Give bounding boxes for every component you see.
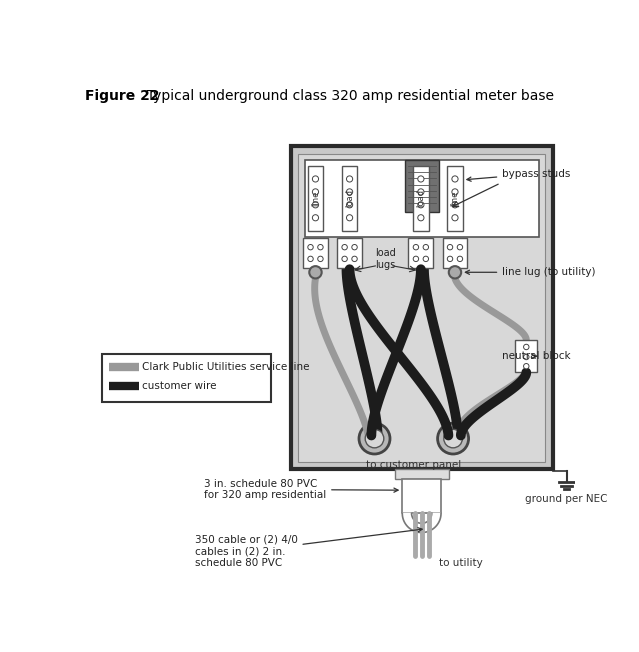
Circle shape (359, 423, 390, 454)
Circle shape (418, 215, 424, 221)
Bar (443, 239, 467, 268)
Circle shape (458, 256, 463, 261)
Bar (337, 239, 362, 268)
Circle shape (452, 201, 458, 208)
Circle shape (352, 256, 357, 261)
Circle shape (523, 354, 529, 360)
Circle shape (423, 244, 429, 250)
Text: load: load (345, 189, 354, 207)
Text: bypass studs: bypass studs (467, 169, 571, 181)
Circle shape (342, 244, 348, 250)
Text: 3 in. schedule 80 PVC
for 320 amp residential: 3 in. schedule 80 PVC for 320 amp reside… (204, 479, 398, 500)
Circle shape (318, 244, 323, 250)
Circle shape (346, 201, 353, 208)
Text: line lug (to utility): line lug (to utility) (465, 267, 596, 277)
Text: load
lugs: load lugs (375, 248, 396, 270)
Circle shape (447, 244, 452, 250)
Circle shape (523, 364, 529, 369)
Circle shape (447, 256, 452, 261)
Bar (298, 154, 545, 462)
Circle shape (309, 266, 321, 278)
Circle shape (346, 215, 353, 221)
Circle shape (312, 215, 319, 221)
Circle shape (413, 256, 419, 261)
Circle shape (418, 201, 424, 208)
Circle shape (443, 430, 463, 448)
Circle shape (452, 176, 458, 182)
Circle shape (458, 244, 463, 250)
Text: customer wire: customer wire (142, 381, 217, 391)
Bar (404, 160, 439, 212)
Bar (102, 354, 270, 402)
Text: line: line (450, 190, 459, 206)
Bar (447, 166, 463, 231)
Bar (308, 166, 323, 231)
Circle shape (312, 189, 319, 195)
Circle shape (449, 266, 461, 278)
Circle shape (312, 201, 319, 208)
Text: to utility: to utility (439, 558, 482, 568)
Circle shape (452, 189, 458, 195)
Circle shape (413, 244, 419, 250)
Circle shape (312, 176, 319, 182)
Bar (408, 239, 433, 268)
Text: line: line (311, 190, 320, 206)
Circle shape (346, 189, 353, 195)
Text: ground per NEC: ground per NEC (525, 494, 608, 504)
Text: Typical underground class 320 amp residential meter base: Typical underground class 320 amp reside… (138, 89, 554, 103)
Circle shape (308, 244, 313, 250)
Bar (303, 239, 328, 268)
Bar (516, 340, 537, 372)
Circle shape (523, 344, 529, 349)
Circle shape (418, 189, 424, 195)
Text: 350 cable or (2) 4/0
cables in (2) 2 in.
schedule 80 PVC: 350 cable or (2) 4/0 cables in (2) 2 in.… (194, 527, 422, 568)
Text: neutral block: neutral block (502, 351, 571, 361)
Circle shape (346, 176, 353, 182)
Circle shape (342, 256, 348, 261)
Circle shape (418, 176, 424, 182)
Bar (291, 146, 553, 469)
Bar (403, 479, 441, 513)
Bar (394, 469, 449, 479)
Text: load: load (417, 189, 426, 207)
Polygon shape (403, 513, 441, 533)
Circle shape (352, 244, 357, 250)
Text: Clark Public Utilities service line: Clark Public Utilities service line (142, 362, 309, 372)
Text: Figure 22: Figure 22 (85, 89, 160, 103)
Circle shape (438, 423, 468, 454)
Circle shape (452, 215, 458, 221)
Text: to customer panel: to customer panel (366, 460, 461, 470)
Circle shape (366, 430, 384, 448)
Bar (413, 166, 429, 231)
Bar (342, 166, 357, 231)
Circle shape (423, 256, 429, 261)
Circle shape (318, 256, 323, 261)
Circle shape (308, 256, 313, 261)
Bar (305, 160, 539, 237)
